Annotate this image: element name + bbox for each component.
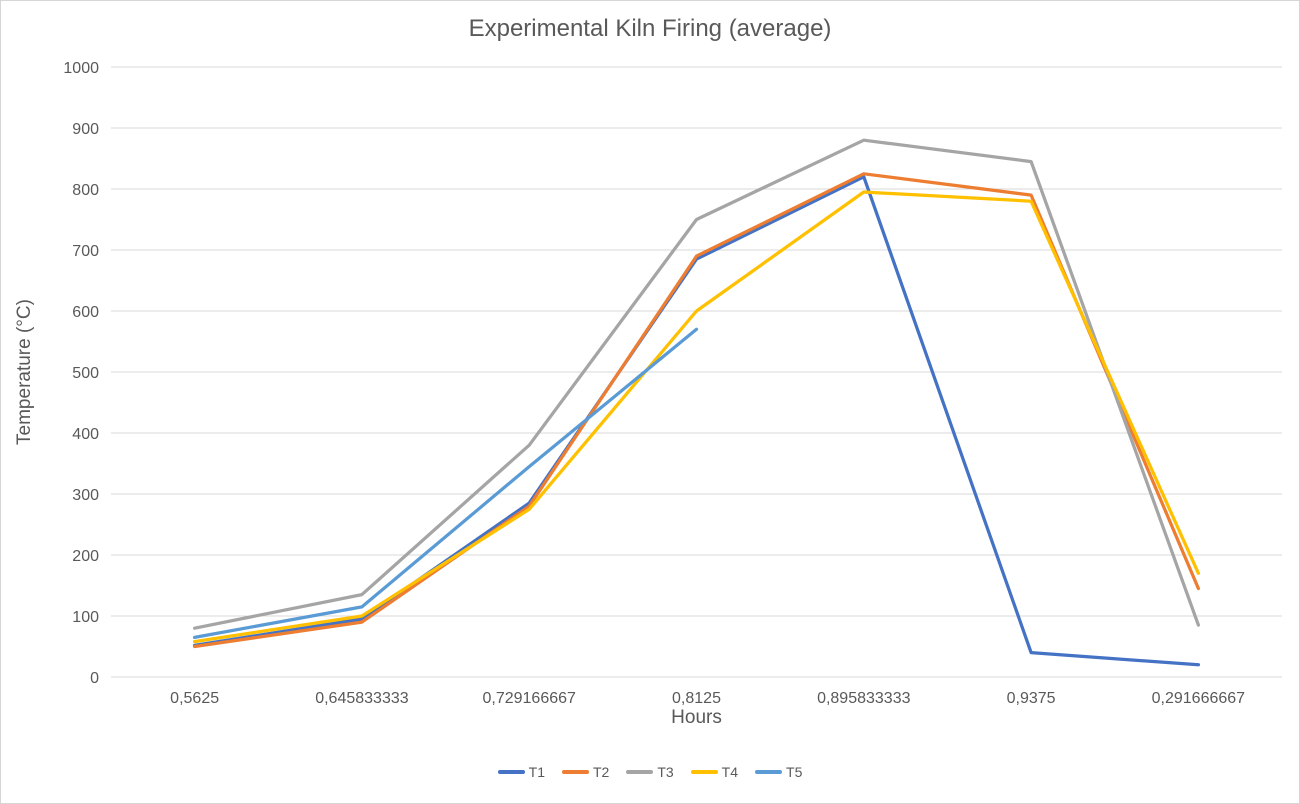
legend: T1 T2 T3 T4 T5 [1, 764, 1299, 780]
y-tick-label: 500 [72, 365, 99, 382]
x-tick-label: 0,729166667 [482, 690, 576, 707]
x-axis-title: Hours [671, 707, 722, 728]
legend-item-T1: T1 [497, 764, 545, 780]
series-line-T4 [192, 190, 1201, 644]
y-tick-label: 700 [72, 243, 99, 260]
series-line-T5 [192, 327, 699, 640]
legend-item-T2: T2 [561, 764, 610, 780]
legend-swatch-T3 [626, 770, 654, 774]
y-tick-label: 600 [72, 304, 99, 321]
y-tick-label: 100 [72, 609, 99, 626]
legend-swatch-T1 [497, 770, 525, 774]
legend-label: T2 [592, 764, 610, 780]
x-tick-label: 0,895833333 [817, 690, 911, 707]
legend-label: T3 [657, 764, 674, 780]
legend-item-T3: T3 [626, 764, 674, 780]
x-tick-label: 0,8125 [672, 690, 721, 707]
legend-swatch-T4 [690, 770, 718, 774]
y-tick-label: 200 [72, 548, 99, 565]
series-line-T3 [192, 138, 1201, 630]
x-tick-label: 0,645833333 [315, 690, 409, 707]
y-tick-label: 900 [72, 121, 99, 138]
x-tick-label: 0,291666667 [1152, 690, 1246, 707]
x-tick-label: 0,5625 [170, 690, 219, 707]
series-line-T1 [192, 175, 1201, 667]
y-tick-label: 400 [72, 426, 99, 443]
legend-item-T5: T5 [755, 764, 802, 780]
legend-swatch-T2 [561, 770, 589, 774]
y-tick-label: 300 [72, 487, 99, 504]
x-tick-label: 0,9375 [1007, 690, 1056, 707]
y-tick-label: 800 [72, 182, 99, 199]
legend-label: T5 [786, 764, 803, 780]
legend-label: T1 [528, 764, 545, 780]
legend-label: T4 [721, 764, 739, 780]
legend-item-T4: T4 [690, 764, 739, 780]
chart-title: Experimental Kiln Firing (average) [468, 15, 832, 42]
y-axis-title: Temperature (°C) [14, 299, 35, 445]
series-line-T2 [192, 172, 1201, 649]
y-tick-label: 1000 [63, 60, 99, 77]
legend-swatch-T5 [755, 770, 783, 774]
y-tick-label: 0 [90, 670, 99, 687]
